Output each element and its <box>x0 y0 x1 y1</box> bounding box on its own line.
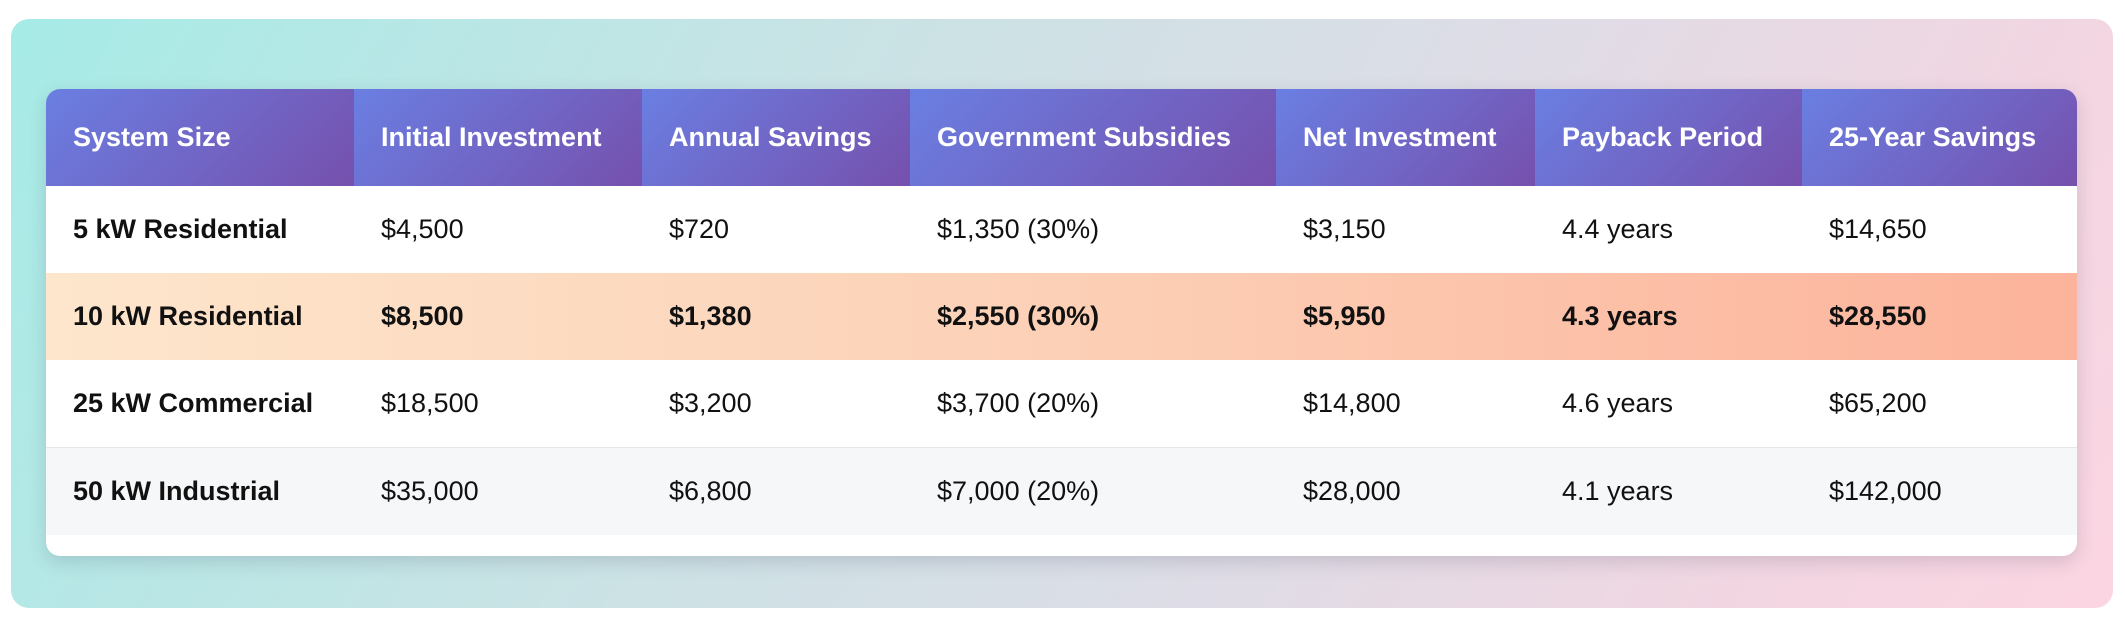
cell-government-subsidies: $1,350 (30%) <box>937 214 1100 244</box>
header-government-subsidies: Government Subsidies <box>910 89 1276 186</box>
table-header-row: System Size Initial Investment Annual Sa… <box>46 89 2077 186</box>
header-net-investment: Net Investment <box>1276 89 1535 186</box>
cell-government-subsidies: $7,000 (20%) <box>910 447 1276 535</box>
header-system-size: System Size <box>46 89 354 186</box>
cell-payback-period: 4.6 years <box>1562 388 1674 418</box>
cell-system-size: 50 kW Industrial <box>46 447 354 535</box>
cell-net-investment: $14,800 <box>1303 388 1401 418</box>
cell-annual-savings: $1,380 <box>669 301 752 331</box>
cell-25-year-savings: $142,000 <box>1802 447 2077 535</box>
table-row-highlighted: 10 kW Residential $8,500 $1,380 $2,550 (… <box>46 273 2077 360</box>
cell-system-size: 25 kW Commercial <box>73 388 314 418</box>
header-payback-period: Payback Period <box>1535 89 1802 186</box>
cell-government-subsidies: $3,700 (20%) <box>937 388 1100 418</box>
cell-initial-investment: $35,000 <box>354 447 642 535</box>
cell-net-investment: $5,950 <box>1303 301 1386 331</box>
savings-table: System Size Initial Investment Annual Sa… <box>46 89 2077 535</box>
header-initial-investment: Initial Investment <box>354 89 642 186</box>
table-row: 25 kW Commercial $18,500 $3,200 $3,700 (… <box>46 360 2077 448</box>
header-25-year-savings: 25-Year Savings <box>1802 89 2077 186</box>
cell-annual-savings: $720 <box>669 214 730 244</box>
cell-annual-savings: $6,800 <box>642 447 910 535</box>
cell-payback-period: 4.3 years <box>1562 301 1678 331</box>
cell-initial-investment: $8,500 <box>381 301 464 331</box>
cell-annual-savings: $3,200 <box>669 388 752 418</box>
cell-payback-period: 4.1 years <box>1535 447 1802 535</box>
cell-payback-period: 4.4 years <box>1562 214 1674 244</box>
cell-initial-investment: $4,500 <box>381 214 464 244</box>
cell-25-year-savings: $14,650 <box>1829 214 1927 244</box>
cell-initial-investment: $18,500 <box>381 388 479 418</box>
cell-government-subsidies: $2,550 (30%) <box>937 301 1100 331</box>
cell-system-size: 5 kW Residential <box>73 214 288 244</box>
cell-net-investment: $28,000 <box>1276 447 1535 535</box>
cell-25-year-savings: $65,200 <box>1829 388 1927 418</box>
cell-net-investment: $3,150 <box>1303 214 1386 244</box>
table-row: 50 kW Industrial $35,000 $6,800 $7,000 (… <box>46 447 2077 535</box>
cell-25-year-savings: $28,550 <box>1829 301 1927 331</box>
savings-table-container: System Size Initial Investment Annual Sa… <box>46 89 2077 556</box>
table-row: 5 kW Residential $4,500 $720 $1,350 (30%… <box>46 186 2077 273</box>
header-annual-savings: Annual Savings <box>642 89 910 186</box>
cell-system-size: 10 kW Residential <box>73 301 303 331</box>
background-card: System Size Initial Investment Annual Sa… <box>11 19 2113 608</box>
